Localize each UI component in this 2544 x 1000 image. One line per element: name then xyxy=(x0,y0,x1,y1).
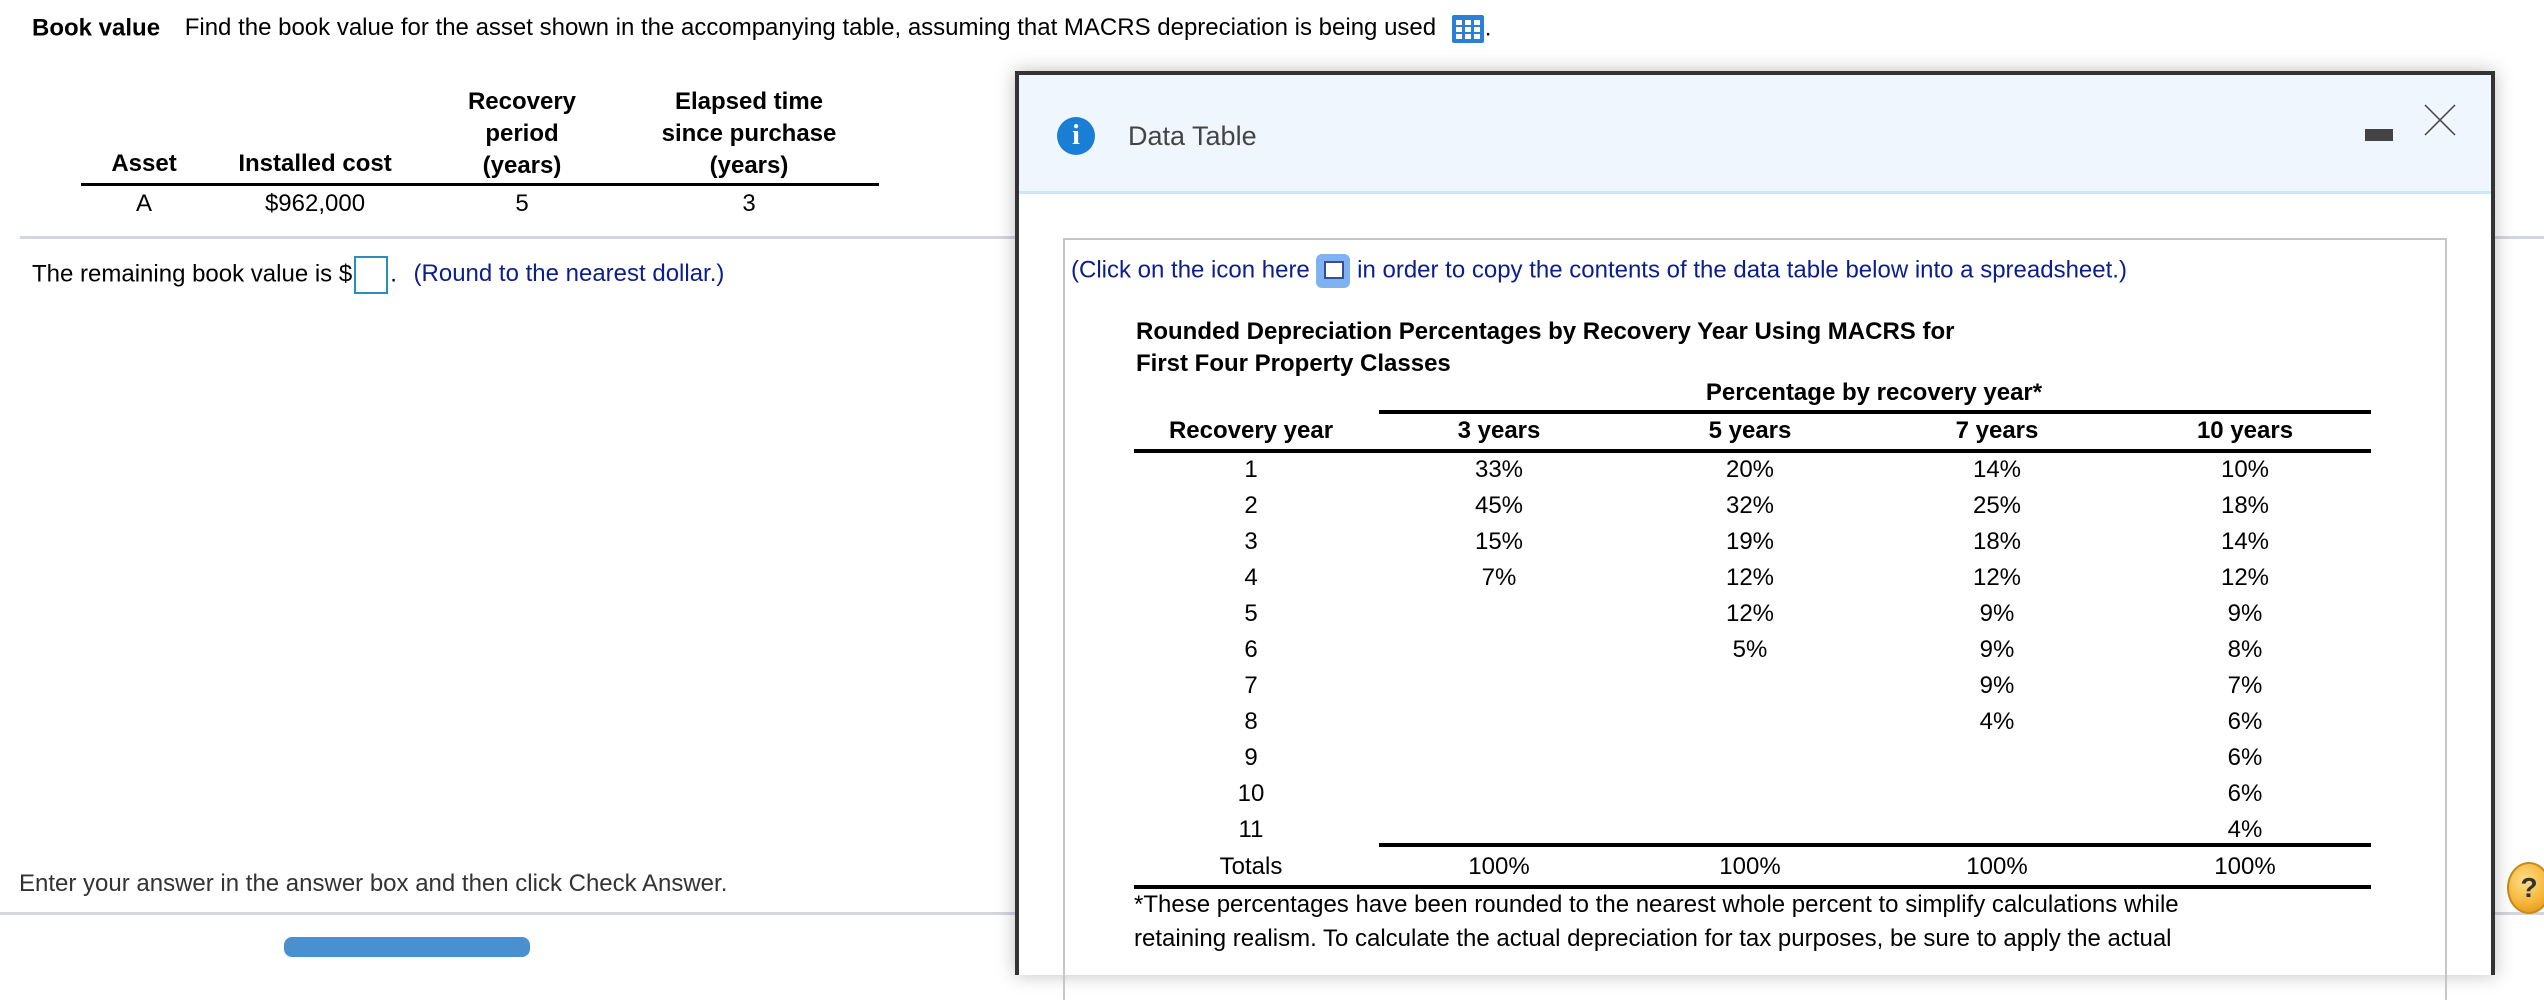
question-text: Find the book value for the asset shown … xyxy=(184,14,1437,42)
percentage-cell: 45% xyxy=(1474,492,1524,519)
recovery-year-cell: 7 xyxy=(1244,672,1258,699)
header-asset: Asset xyxy=(111,150,177,177)
table-title-line: First Four Property Classes xyxy=(1136,350,1451,377)
percentage-cell: 12% xyxy=(1725,564,1775,591)
percentage-cell: 7% xyxy=(1481,564,1517,591)
percentage-cell: 19% xyxy=(1725,528,1775,555)
percentage-cell: 4% xyxy=(2227,816,2263,843)
instruction-text: Enter your answer in the answer box and … xyxy=(19,870,728,897)
percentage-cell: 7% xyxy=(2227,672,2263,699)
footnote: *These percentages have been rounded to … xyxy=(1134,891,2179,918)
column-header: Recovery year xyxy=(1168,417,1334,444)
answer-line: The remaining book value is $. (Round to… xyxy=(32,256,724,294)
percentage-cell: 18% xyxy=(1972,528,2022,555)
recovery-year-cell: 8 xyxy=(1244,708,1258,735)
percentage-cell: 12% xyxy=(2220,564,2270,591)
percentage-cell: 5% xyxy=(1732,636,1768,663)
recovery-year-cell: 4 xyxy=(1244,564,1258,591)
question-period: . xyxy=(1484,14,1492,42)
dialog-title: Data Table xyxy=(1128,121,1257,151)
cell-installed-cost: $962,000 xyxy=(264,190,366,217)
header-line: period xyxy=(485,120,559,147)
copy-text: in order to copy the contents of the dat… xyxy=(1357,256,2127,284)
percentage-cell: 25% xyxy=(1972,492,2022,519)
percentage-cell: 10% xyxy=(2220,456,2270,483)
recovery-year-cell: 6 xyxy=(1244,636,1258,663)
percentage-cell: 9% xyxy=(2227,600,2263,627)
percentage-cell: 9% xyxy=(1979,672,2015,699)
info-icon: i xyxy=(1057,117,1095,155)
table-rule xyxy=(1379,410,2371,414)
recovery-year-cell: 9 xyxy=(1244,744,1258,771)
percentage-cell: 8% xyxy=(2227,636,2263,663)
footnote: retaining realism. To calculate the actu… xyxy=(1134,925,2172,952)
question-label: Book value xyxy=(32,14,161,42)
header-line: Elapsed time xyxy=(674,88,824,115)
percentage-cell: 12% xyxy=(1972,564,2022,591)
dialog-header: i Data Table xyxy=(1019,75,2491,194)
table-rule xyxy=(1379,843,2371,847)
table-title-line: Rounded Depreciation Percentages by Reco… xyxy=(1136,318,1955,345)
answer-input[interactable] xyxy=(354,256,389,294)
recovery-year-cell: 11 xyxy=(1238,816,1264,843)
percentage-cell: 9% xyxy=(1979,600,2015,627)
table-title: Rounded Depreciation Percentages by Reco… xyxy=(1136,316,1954,380)
column-header: 10 years xyxy=(2196,417,2294,444)
recovery-year-cell: 1 xyxy=(1244,456,1258,483)
copy-spreadsheet-icon[interactable] xyxy=(1316,254,1351,288)
percentage-cell: 6% xyxy=(2227,744,2263,771)
action-button[interactable] xyxy=(284,937,530,957)
header-installed-cost: Installed cost xyxy=(238,150,392,177)
percentage-cell: 15% xyxy=(1474,528,1524,555)
percentage-cell: 6% xyxy=(2227,708,2263,735)
percentage-cell: 20% xyxy=(1725,456,1775,483)
percentage-cell: 12% xyxy=(1725,600,1775,627)
data-table-content: (Click on the icon here in order to copy… xyxy=(1063,238,2447,1000)
answer-hint: (Round to the nearest dollar.) xyxy=(413,260,725,288)
minimize-icon[interactable] xyxy=(2365,129,2393,141)
data-table-dialog: i Data Table (Click on the icon here in … xyxy=(1015,71,2495,1000)
recovery-year-cell: 10 xyxy=(1237,780,1265,807)
column-header: 3 years xyxy=(1457,417,1541,444)
cell-elapsed-time: 3 xyxy=(742,190,756,217)
table-grid-icon[interactable] xyxy=(1451,14,1485,44)
header-elapsed-time: Elapsed time since purchase (years) xyxy=(662,86,837,182)
totals-cell: 100% xyxy=(2214,853,2276,880)
question-line: Book value Find the book value for the a… xyxy=(32,14,1491,44)
totals-cell: 100% xyxy=(1468,853,1530,880)
recovery-year-cell: 3 xyxy=(1244,528,1258,555)
answer-suffix: . xyxy=(390,260,397,288)
percentage-cell: 18% xyxy=(2220,492,2270,519)
percentage-cell: 9% xyxy=(1979,636,2015,663)
percentage-cell: 14% xyxy=(2220,528,2270,555)
group-header: Percentage by recovery year* xyxy=(1705,379,2043,406)
percentage-cell: 6% xyxy=(2227,780,2263,807)
help-icon[interactable]: ? xyxy=(2507,862,2544,914)
column-header: 5 years xyxy=(1708,417,1792,444)
header-line: since purchase xyxy=(661,120,837,147)
totals-cell: 100% xyxy=(1719,853,1781,880)
close-icon[interactable] xyxy=(2423,103,2457,144)
percentage-cell: 14% xyxy=(1972,456,2022,483)
recovery-year-cell: 2 xyxy=(1244,492,1258,519)
header-line: (years) xyxy=(709,152,789,179)
totals-cell: Totals xyxy=(1219,853,1283,880)
totals-cell: 100% xyxy=(1966,853,2028,880)
cell-asset: A xyxy=(135,190,153,217)
table-rule xyxy=(1134,885,2371,889)
copy-text: (Click on the icon here xyxy=(1071,256,1310,284)
cell-recovery-period: 5 xyxy=(515,190,529,217)
header-line: Recovery xyxy=(467,88,577,115)
recovery-year-cell: 5 xyxy=(1244,600,1258,627)
percentage-cell: 33% xyxy=(1474,456,1524,483)
table-rule xyxy=(1134,449,2371,453)
column-header: 7 years xyxy=(1955,417,2039,444)
percentage-cell: 4% xyxy=(1979,708,2015,735)
table-rule xyxy=(81,183,879,186)
copy-instruction: (Click on the icon here in order to copy… xyxy=(1071,254,2127,288)
answer-prefix: The remaining book value is $ xyxy=(32,260,353,288)
header-line: (years) xyxy=(482,152,562,179)
header-recovery-period: Recovery period (years) xyxy=(468,86,576,182)
percentage-cell: 32% xyxy=(1725,492,1775,519)
